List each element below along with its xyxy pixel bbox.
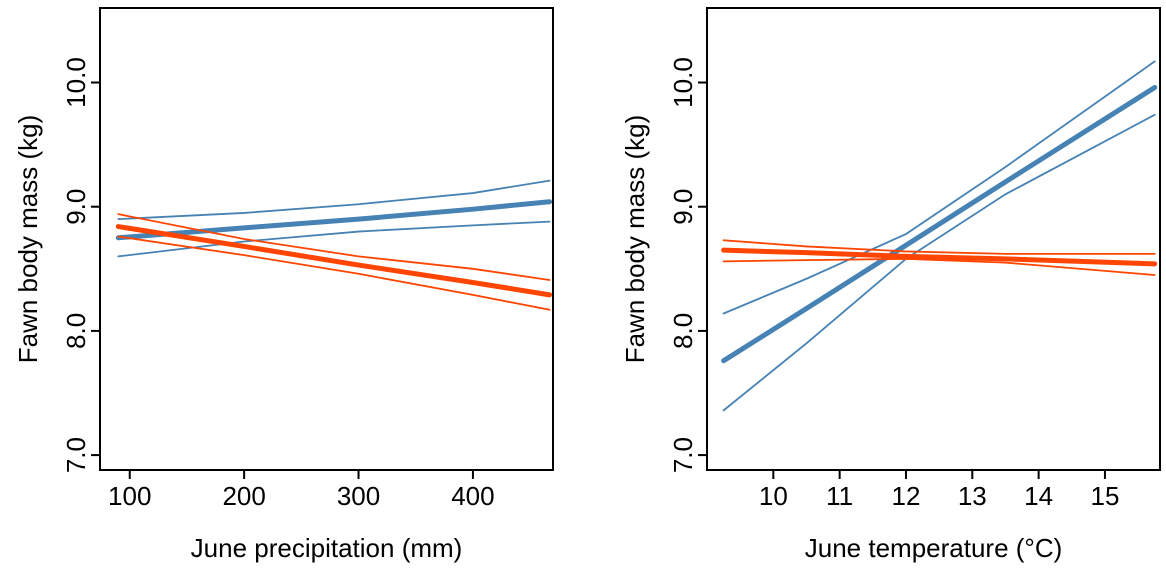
series-line	[721, 84, 1158, 364]
y-tick-label: 7.0	[668, 437, 698, 473]
x-tick-label: 400	[451, 481, 494, 511]
series-line	[115, 199, 553, 241]
y-tick-label: 8.0	[668, 313, 698, 349]
series-line	[117, 235, 551, 311]
x-axis-label: June temperature (°C)	[805, 533, 1063, 563]
plot-frame	[706, 7, 1161, 471]
y-tick-label: 9.0	[668, 189, 698, 225]
plot-frame	[99, 7, 554, 471]
series-line	[117, 179, 551, 221]
x-tick-label: 13	[958, 481, 987, 511]
y-tick-label: 9.0	[61, 189, 91, 225]
y-tick-label: 10.0	[61, 57, 91, 108]
series-line	[115, 224, 553, 298]
series-line	[721, 247, 1158, 267]
x-tick-label: 300	[337, 481, 380, 511]
y-tick-label: 7.0	[61, 437, 91, 473]
y-tick-label: 8.0	[61, 313, 91, 349]
series-line	[722, 60, 1156, 315]
series-line	[722, 257, 1156, 276]
y-axis-label: Fawn body mass (kg)	[13, 115, 43, 364]
x-tick-label: 14	[1024, 481, 1053, 511]
series-line	[117, 213, 551, 281]
x-tick-label: 10	[759, 481, 788, 511]
series-line	[722, 239, 1156, 255]
series-line	[117, 220, 551, 258]
x-tick-label: 12	[892, 481, 921, 511]
x-tick-label: 100	[108, 481, 151, 511]
y-axis-label: Fawn body mass (kg)	[620, 115, 650, 364]
x-tick-label: 15	[1090, 481, 1119, 511]
x-tick-label: 11	[826, 481, 853, 511]
x-axis-label: June precipitation (mm)	[191, 533, 463, 563]
x-tick-label: 200	[222, 481, 265, 511]
y-tick-label: 10.0	[668, 57, 698, 108]
